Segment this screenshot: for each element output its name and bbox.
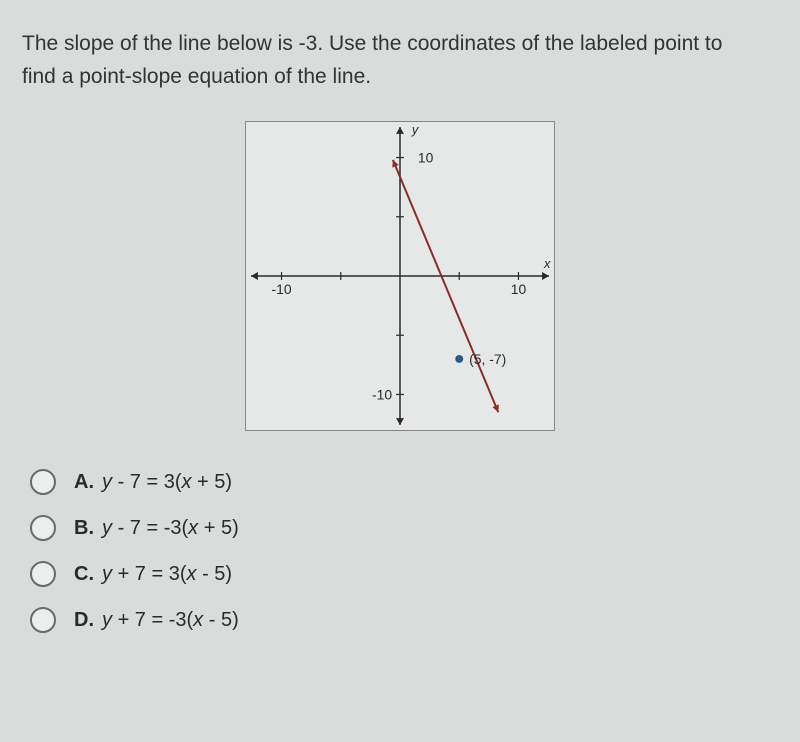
option-formula: y - 7 = 3(x + 5) <box>102 471 232 494</box>
option-formula: y + 7 = -3(x - 5) <box>102 609 239 632</box>
option-letter: C. <box>74 563 94 586</box>
answer-options: A. y - 7 = 3(x + 5) B. y - 7 = -3(x + 5)… <box>22 469 778 633</box>
svg-text:-10: -10 <box>271 281 291 297</box>
chart-frame: -10 10 10 -10 y x (5, -7) <box>245 121 555 431</box>
question-text: The slope of the line below is -3. Use t… <box>22 28 778 93</box>
svg-text:(5, -7): (5, -7) <box>469 351 506 367</box>
radio-a[interactable] <box>30 469 56 495</box>
option-b[interactable]: B. y - 7 = -3(x + 5) <box>30 515 770 541</box>
option-c[interactable]: C. y + 7 = 3(x - 5) <box>30 561 770 587</box>
option-d[interactable]: D. y + 7 = -3(x - 5) <box>30 607 770 633</box>
option-formula: y + 7 = 3(x - 5) <box>102 563 232 586</box>
radio-d[interactable] <box>30 607 56 633</box>
option-letter: A. <box>74 471 94 494</box>
coordinate-chart: -10 10 10 -10 y x (5, -7) <box>246 122 554 430</box>
svg-text:10: 10 <box>418 150 434 166</box>
option-letter: B. <box>74 517 94 540</box>
svg-text:y: y <box>411 122 420 137</box>
chart-container: -10 10 10 -10 y x (5, -7) <box>22 121 778 431</box>
radio-b[interactable] <box>30 515 56 541</box>
svg-text:-10: -10 <box>372 387 392 403</box>
svg-text:10: 10 <box>511 281 527 297</box>
option-letter: D. <box>74 609 94 632</box>
question-line-1: The slope of the line below is -3. Use t… <box>22 32 722 55</box>
question-line-2: find a point-slope equation of the line. <box>22 65 371 88</box>
radio-c[interactable] <box>30 561 56 587</box>
option-formula: y - 7 = -3(x + 5) <box>102 517 239 540</box>
svg-text:x: x <box>543 256 551 271</box>
option-a[interactable]: A. y - 7 = 3(x + 5) <box>30 469 770 495</box>
